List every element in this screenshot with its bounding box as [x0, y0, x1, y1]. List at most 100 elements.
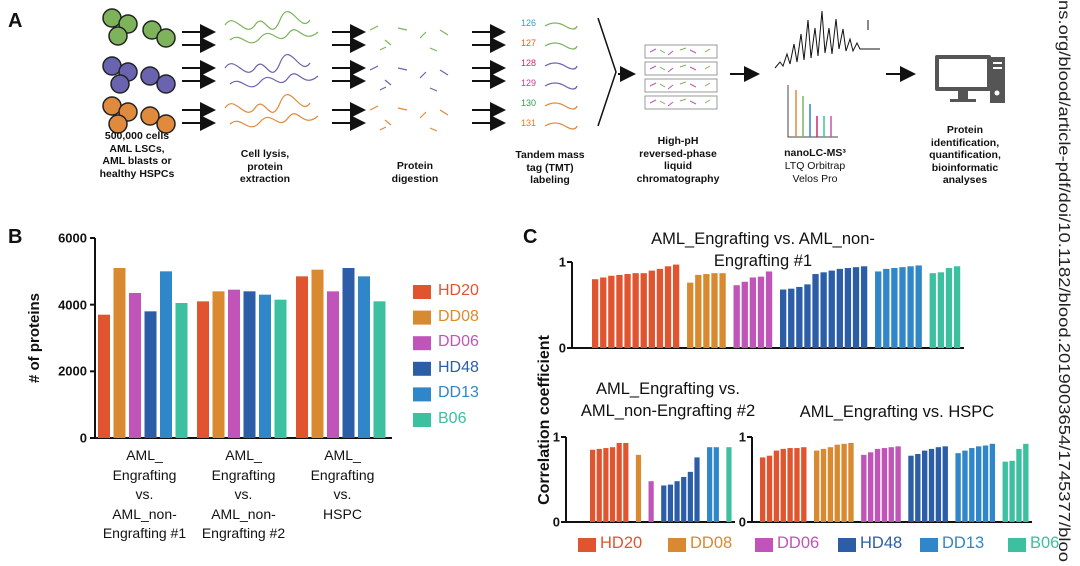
legend-swatch — [755, 538, 773, 552]
bar — [687, 471, 693, 522]
panel-label: B — [8, 226, 23, 248]
bar — [197, 301, 209, 438]
bar — [600, 277, 607, 348]
bar — [780, 448, 786, 522]
instrument-label: LTQ Orbitrap Velos Pro — [784, 160, 846, 185]
bar — [841, 443, 847, 522]
legend-label: HD20 — [600, 534, 643, 552]
bar — [899, 267, 906, 348]
x-tick-label: AML_ Engrafting vs. AML_non- Engrafting … — [201, 447, 286, 541]
bar — [749, 277, 757, 348]
y-tick-label: 1 — [552, 429, 560, 445]
bar — [608, 275, 615, 348]
chart-title: AML_Engrafting vs. AML_non-Engrafting #2 — [580, 380, 756, 420]
step-label: Protein identification, quantification, … — [929, 124, 1001, 186]
bar — [907, 266, 914, 348]
bar — [827, 447, 834, 522]
bar — [175, 303, 188, 438]
bar — [616, 442, 622, 522]
bar — [632, 273, 639, 348]
bar — [1009, 460, 1015, 522]
bar — [624, 274, 631, 348]
bar — [928, 448, 935, 522]
bar — [773, 450, 780, 522]
bar — [1023, 443, 1029, 522]
step-label: Cell lysis, protein extraction — [239, 148, 291, 185]
bar — [989, 443, 996, 522]
bar — [719, 273, 726, 348]
legend-label: HD48 — [438, 358, 479, 376]
arrows — [182, 24, 916, 131]
bar — [929, 273, 936, 348]
step-label: nanoLC-MS³ — [784, 147, 846, 159]
legend-swatch — [578, 538, 596, 552]
bar — [895, 446, 901, 522]
bar — [648, 481, 654, 522]
panel-label: A — [8, 10, 23, 32]
bar — [881, 448, 888, 522]
legend-label: DD13 — [942, 534, 985, 552]
bar — [616, 274, 623, 348]
bar — [603, 448, 609, 522]
legend-label: DD06 — [438, 333, 479, 351]
bar — [942, 446, 948, 522]
bar — [687, 282, 694, 348]
bar — [1002, 461, 1008, 522]
bar — [955, 453, 961, 522]
x-tick-label: AML_ Engrafting vs. HSPC — [310, 447, 375, 522]
bar — [962, 450, 968, 522]
bar — [707, 447, 713, 522]
tmt-tag: 126 — [521, 18, 537, 28]
bar — [812, 274, 819, 348]
cells — [102, 8, 176, 134]
bar — [765, 271, 773, 348]
step-label: High-pH reversed-phase liquid chromatogr… — [636, 135, 720, 185]
bar — [937, 272, 945, 348]
step-label: Protein digestion — [391, 160, 439, 185]
bar — [160, 271, 172, 438]
tmt-tag: 127 — [521, 38, 537, 48]
bar — [592, 279, 599, 348]
y-tick-label: 6000 — [58, 230, 87, 246]
bar — [861, 454, 867, 522]
bar — [296, 276, 308, 438]
bar — [667, 484, 674, 522]
bar — [976, 446, 982, 522]
bar — [814, 450, 820, 522]
bar — [656, 268, 664, 348]
bar — [794, 448, 800, 522]
bar — [804, 284, 811, 348]
fractions — [644, 44, 718, 110]
legend-swatch — [920, 538, 938, 552]
bar — [640, 273, 647, 348]
bar — [915, 265, 922, 348]
bar — [228, 289, 240, 438]
y-tick-label: 0 — [738, 514, 746, 530]
bar — [212, 291, 225, 438]
y-tick-label: 0 — [79, 430, 87, 446]
bar — [780, 289, 787, 348]
legend-swatch — [413, 310, 431, 325]
bar — [757, 276, 765, 348]
bar — [868, 452, 874, 522]
y-tick-label: 1 — [558, 254, 566, 270]
legend-swatch — [413, 361, 431, 376]
panel-label: C — [523, 226, 538, 248]
bar — [860, 266, 868, 348]
y-tick-label: 2000 — [58, 363, 87, 379]
bar — [259, 294, 271, 438]
bar — [945, 268, 953, 348]
step-label: Tandem mass tag (TMT) labeling — [515, 149, 585, 186]
bar — [681, 476, 687, 522]
bar — [98, 314, 110, 438]
bar — [875, 271, 882, 348]
bar — [274, 299, 287, 438]
bar — [796, 286, 803, 348]
bar — [661, 485, 667, 522]
y-tick-label: 0 — [558, 340, 566, 356]
bar — [852, 267, 860, 348]
bar — [342, 268, 355, 438]
legend-label: B06 — [438, 410, 467, 427]
legend-swatch — [413, 336, 431, 351]
